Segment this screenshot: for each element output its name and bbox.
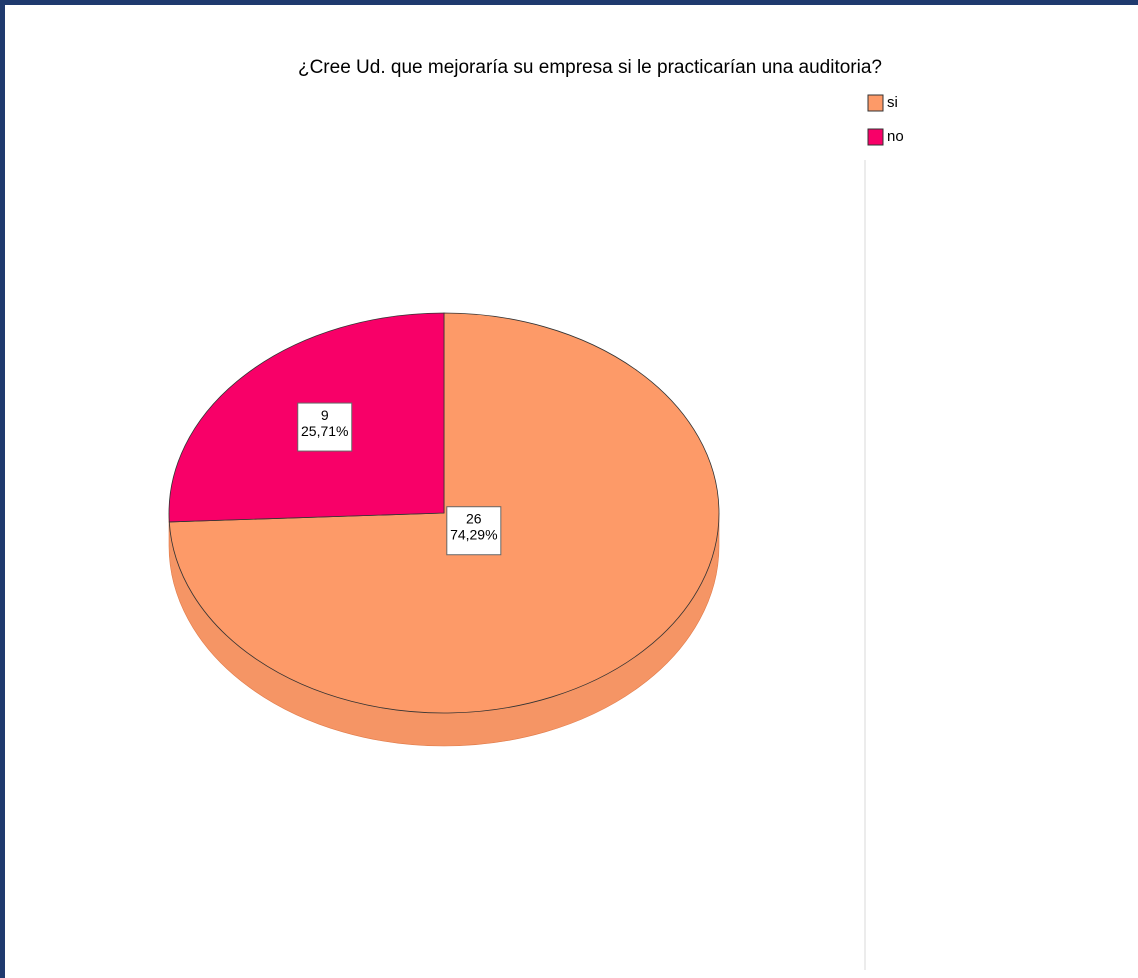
data-label-box (446, 506, 502, 556)
data-label-box (297, 402, 353, 452)
legend-label: si (887, 94, 898, 111)
chart-title: ¿Cree Ud. que mejoraría su empresa si le… (298, 57, 882, 78)
data-label: 9 (321, 407, 329, 423)
legend: si no (867, 94, 904, 146)
legend-swatch (867, 128, 884, 146)
legend-swatch (867, 94, 884, 112)
data-label: 25,71% (301, 423, 348, 439)
data-label: 74,29% (450, 526, 497, 542)
data-label: 26 (466, 510, 482, 526)
legend-label: no (887, 128, 904, 145)
